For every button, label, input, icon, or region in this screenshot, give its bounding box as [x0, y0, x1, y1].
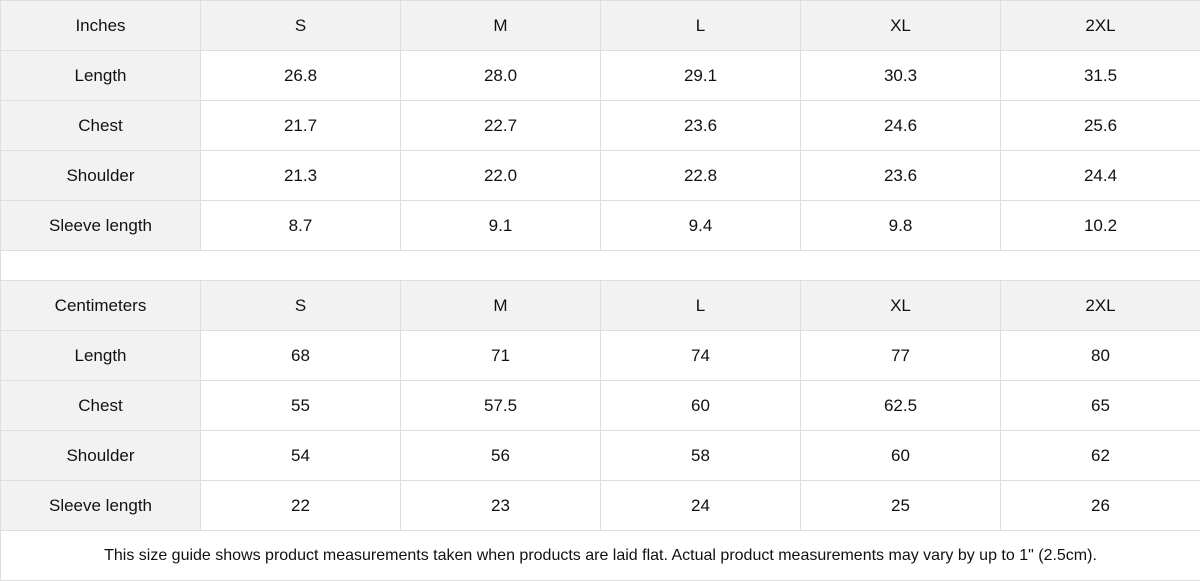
measurement-cell: 9.4 — [601, 201, 801, 251]
size-header: L — [601, 281, 801, 331]
size-header: 2XL — [1001, 281, 1200, 331]
row-label: Shoulder — [1, 151, 201, 201]
measurement-cell: 23.6 — [801, 151, 1001, 201]
measurement-cell: 62.5 — [801, 381, 1001, 431]
measurement-cell: 65 — [1001, 381, 1200, 431]
measurement-cell: 26 — [1001, 481, 1200, 531]
measurement-cell: 57.5 — [401, 381, 601, 431]
row-label: Chest — [1, 101, 201, 151]
size-header: 2XL — [1001, 1, 1200, 51]
unit-label: Centimeters — [1, 281, 201, 331]
measurement-cell: 74 — [601, 331, 801, 381]
row-label: Length — [1, 331, 201, 381]
measurement-cell: 28.0 — [401, 51, 601, 101]
measurement-cell: 31.5 — [1001, 51, 1200, 101]
measurement-cell: 24 — [601, 481, 801, 531]
measurement-cell: 9.1 — [401, 201, 601, 251]
measurement-cell: 8.7 — [201, 201, 401, 251]
measurement-cell: 24.4 — [1001, 151, 1200, 201]
table-spacer — [1, 251, 1200, 281]
measurement-cell: 22.8 — [601, 151, 801, 201]
footnote: This size guide shows product measuremen… — [1, 531, 1200, 581]
unit-label: Inches — [1, 1, 201, 51]
row-label: Sleeve length — [1, 481, 201, 531]
size-header: XL — [801, 1, 1001, 51]
measurement-cell: 56 — [401, 431, 601, 481]
row-label: Chest — [1, 381, 201, 431]
measurement-cell: 22.7 — [401, 101, 601, 151]
size-header: S — [201, 281, 401, 331]
measurement-cell: 60 — [601, 381, 801, 431]
measurement-cell: 60 — [801, 431, 1001, 481]
measurement-cell: 54 — [201, 431, 401, 481]
measurement-cell: 30.3 — [801, 51, 1001, 101]
size-header: L — [601, 1, 801, 51]
measurement-cell: 21.3 — [201, 151, 401, 201]
measurement-cell: 80 — [1001, 331, 1200, 381]
size-header: M — [401, 1, 601, 51]
measurement-cell: 23 — [401, 481, 601, 531]
measurement-cell: 10.2 — [1001, 201, 1200, 251]
measurement-cell: 22.0 — [401, 151, 601, 201]
measurement-cell: 25 — [801, 481, 1001, 531]
measurement-cell: 24.6 — [801, 101, 1001, 151]
size-header: S — [201, 1, 401, 51]
spacer-cell — [1, 251, 1200, 281]
measurement-cell: 68 — [201, 331, 401, 381]
row-label: Sleeve length — [1, 201, 201, 251]
measurement-cell: 71 — [401, 331, 601, 381]
row-label: Length — [1, 51, 201, 101]
measurement-cell: 21.7 — [201, 101, 401, 151]
measurement-cell: 62 — [1001, 431, 1200, 481]
measurement-cell: 77 — [801, 331, 1001, 381]
measurement-cell: 25.6 — [1001, 101, 1200, 151]
measurement-cell: 58 — [601, 431, 801, 481]
measurement-cell: 29.1 — [601, 51, 801, 101]
measurement-cell: 23.6 — [601, 101, 801, 151]
row-label: Shoulder — [1, 431, 201, 481]
footnote-row: This size guide shows product measuremen… — [1, 531, 1200, 581]
size-header: M — [401, 281, 601, 331]
measurement-cell: 22 — [201, 481, 401, 531]
measurement-cell: 55 — [201, 381, 401, 431]
measurement-cell: 26.8 — [201, 51, 401, 101]
measurement-cell: 9.8 — [801, 201, 1001, 251]
size-header: XL — [801, 281, 1001, 331]
